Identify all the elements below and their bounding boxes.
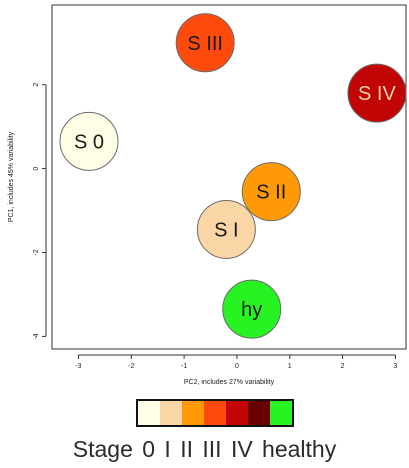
legend-swatch bbox=[204, 401, 226, 425]
x-tick-label: 1 bbox=[288, 363, 292, 370]
data-point bbox=[222, 279, 282, 339]
data-point-group: S II bbox=[241, 162, 301, 222]
legend-swatch bbox=[226, 401, 248, 425]
x-axis: -3 -2 -1 0 1 2 3 bbox=[75, 354, 397, 370]
data-point bbox=[241, 162, 301, 222]
data-point-group: S IV bbox=[347, 63, 407, 123]
stage-color-legend bbox=[136, 399, 294, 427]
data-point-label: S III bbox=[187, 33, 223, 55]
data-point-label: hy bbox=[241, 299, 262, 321]
legend-swatch bbox=[270, 401, 292, 425]
data-point-label: S IV bbox=[358, 83, 396, 105]
x-tick-label: 0 bbox=[235, 363, 239, 370]
y-axis-label: PC1, includes 45% variability bbox=[8, 131, 15, 222]
data-point bbox=[347, 63, 407, 123]
data-point bbox=[175, 13, 235, 73]
data-point-group: S I bbox=[196, 199, 256, 259]
data-point-label: S 0 bbox=[74, 131, 104, 153]
legend-caption: Stage 0 I II III IV healthy bbox=[72, 436, 337, 462]
x-tick-label: -3 bbox=[75, 363, 81, 370]
x-tick-label: -1 bbox=[181, 363, 187, 370]
data-point bbox=[196, 199, 256, 259]
data-point-label: S I bbox=[214, 219, 238, 241]
y-tick-label: 0 bbox=[33, 167, 40, 171]
data-point bbox=[59, 111, 119, 171]
x-axis-label: PC2, includes 27% variability bbox=[184, 379, 275, 386]
pca-scatter-plot: -3 -2 -1 0 1 2 3 -4 -2 0 2 PC2, includes 27% vari… bbox=[8, 4, 407, 386]
y-tick-label: -2 bbox=[33, 249, 40, 255]
y-tick-label: -4 bbox=[33, 333, 40, 339]
data-point-group: hy bbox=[222, 279, 282, 339]
data-point-group: S 0 bbox=[59, 111, 119, 171]
data-points: S III S IV S 0 S II S I hy bbox=[59, 13, 407, 339]
legend-swatch bbox=[138, 401, 160, 425]
y-tick-label: 2 bbox=[33, 83, 40, 87]
x-tick-label: -2 bbox=[128, 363, 134, 370]
data-point-group: S III bbox=[175, 13, 235, 73]
x-tick-label: 2 bbox=[341, 363, 345, 370]
plot-frame bbox=[51, 4, 407, 350]
y-axis: -4 -2 0 2 bbox=[33, 83, 47, 340]
x-tick-label: 3 bbox=[393, 363, 397, 370]
data-point-label: S II bbox=[256, 182, 286, 204]
legend-swatch bbox=[248, 401, 270, 425]
legend-swatch bbox=[160, 401, 182, 425]
legend-swatch bbox=[182, 401, 204, 425]
